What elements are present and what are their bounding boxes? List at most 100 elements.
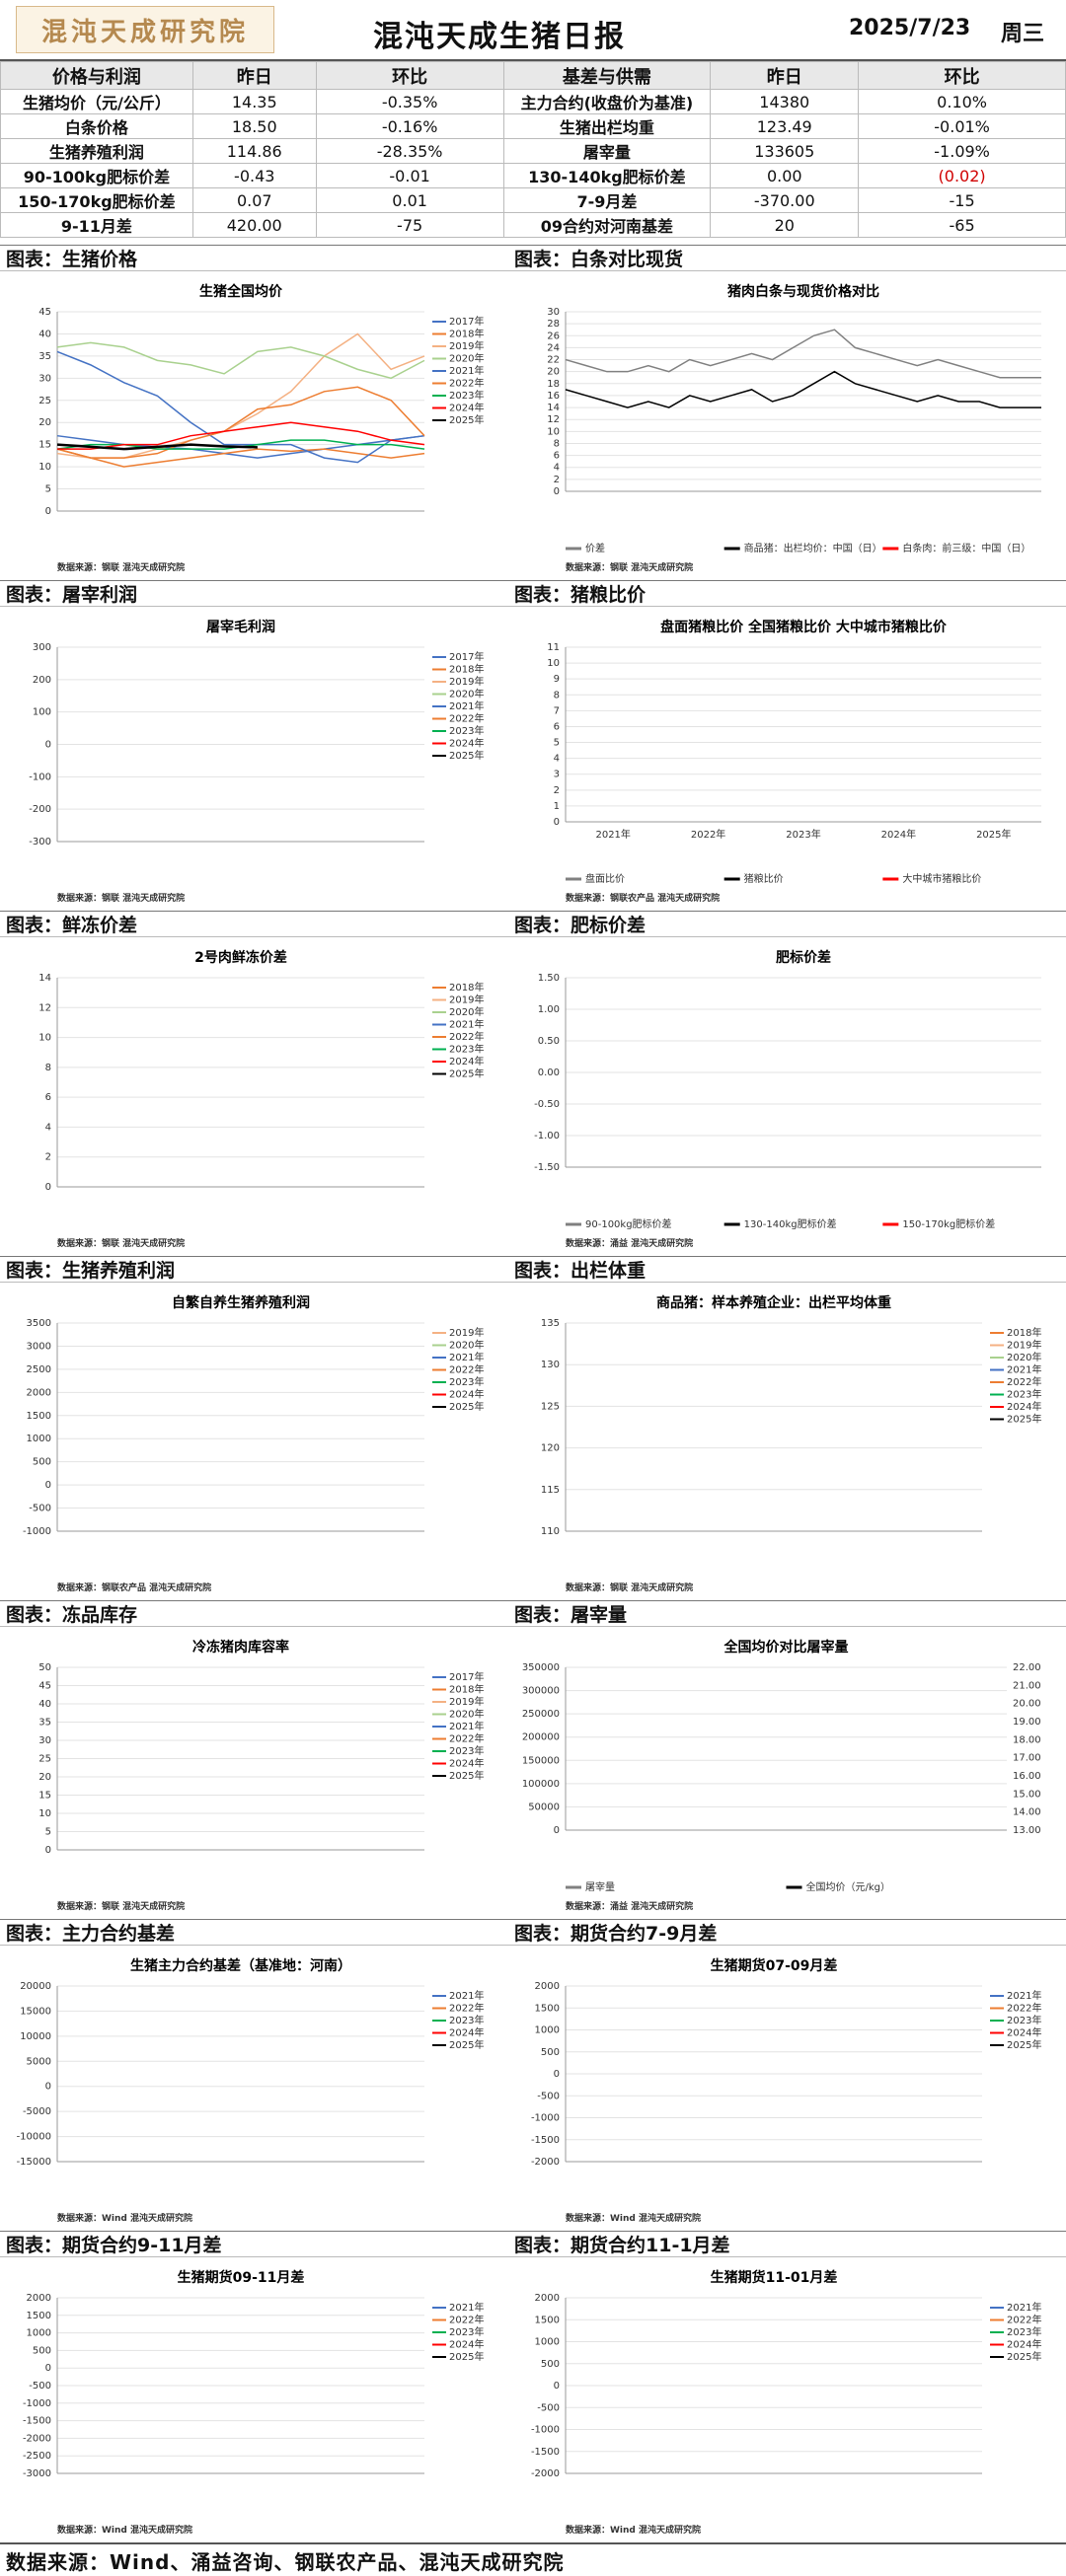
legend-label: 2021年: [449, 2301, 484, 2314]
chart-title: 生猪期货07-09月差: [711, 1957, 838, 1974]
y-tick-label: 0: [45, 2082, 51, 2093]
legend-label: 2024年: [449, 402, 484, 414]
y-tick-label: 3500: [27, 1318, 51, 1329]
legend-label: 2023年: [449, 1744, 484, 1757]
legend-label: 2022年: [449, 2314, 484, 2326]
legend-label: 2024年: [1007, 2338, 1041, 2351]
y-tick-label: -500: [29, 2381, 51, 2392]
legend-label: 2020年: [449, 1339, 484, 1352]
y-tick-label: 2000: [535, 2293, 560, 2304]
table-row: 白条价格 18.50 -0.16% 生猪出栏均重 123.49 -0.01%: [0, 113, 1066, 139]
chart-source: 数据来源：涌益 混沌天成研究院: [566, 1900, 693, 1912]
y-tick-label: 5: [45, 484, 51, 495]
x-tick-label: 2025年: [976, 828, 1011, 841]
y-tick-label: 0: [554, 1825, 560, 1836]
chart-source: 数据来源：涌益 混沌天成研究院: [566, 1237, 693, 1249]
section-title: 图表：期货合约7-9月差: [508, 1919, 1066, 1946]
chart-slaughter-volume: 全国均价对比屠宰量 0 50000 100000 150000 200000 250000 3…: [508, 1628, 1066, 1919]
legend-label: 2023年: [449, 2014, 484, 2026]
legend-label: 价差: [585, 542, 605, 554]
y-tick-label: 2000: [535, 1981, 560, 1992]
y-tick-label: 28: [547, 319, 560, 330]
y-tick-label: 20: [38, 417, 51, 428]
legend-label: 2025年: [449, 1769, 484, 1782]
legend-label: 2023年: [449, 1375, 484, 1388]
chart-svg: 冷冻猪肉库容率 0 5 10 15 20 25 30 35 40 45 50 2017年2018年201…: [38, 1639, 484, 1912]
y-tick-label: 5: [554, 738, 560, 749]
row-label: 生猪养殖利润: [0, 138, 193, 164]
chart-fat-standard-spread: 肥标价差 -1.50 -1.00 -0.50 0.00 0.50 1.00 1.50 90-10…: [508, 938, 1066, 1256]
y-tick-label: 100000: [522, 1779, 560, 1790]
legend-label: 2019年: [449, 1695, 484, 1708]
chart-title: 自繁自养生猪养殖利润: [172, 1294, 310, 1311]
y-tick-label: 35: [38, 351, 51, 362]
legend-label: 2023年: [1007, 2014, 1041, 2026]
y-tick-label: 11: [547, 642, 560, 653]
chart-frozen-inventory: 冷冻猪肉库容率 0 5 10 15 20 25 30 35 40 45 50 2017年 2018年 201…: [0, 1628, 508, 1919]
y-tick-label: -1000: [531, 2425, 560, 2436]
y-tick-label: 500: [541, 2359, 560, 2370]
table-row: 90-100kg肥标价差 -0.43 -0.01 130-140kg肥标价差 0…: [0, 163, 1066, 188]
chart-source: 数据来源：钢联农产品 混沌天成研究院: [57, 1582, 211, 1593]
chart-svg: 肥标价差 -1.50 -1.00 -0.50 0.00 0.50 1.00 1.50 90-10…: [534, 949, 1041, 1249]
chart-hog-grain-ratio: 盘面猪粮比价 全国猪粮比价 大中城市猪粮比价 0 1 2 3 4 5 6 7 8 9 10 11 2021…: [508, 608, 1066, 911]
chart-svg: 生猪主力合约基差（基准地：河南） -15000 -10000 -5000 0 5000 10…: [17, 1957, 485, 2224]
y-tick-label: -500: [29, 1504, 51, 1514]
header-cell: 环比: [315, 61, 504, 90]
y-tick-label: 9: [554, 674, 560, 685]
table-row: 生猪养殖利润 114.86 -28.35% 屠宰量 133605 -1.09%: [0, 138, 1066, 164]
row-label: 7-9月差: [502, 187, 712, 213]
chart-hog-price: 生猪全国均价 0 5 10 15 20 25 30 35 40 45 2017年 2018年 2019年 2…: [0, 272, 508, 580]
y-tick-label: 120: [541, 1443, 560, 1454]
legend-label: 2025年: [449, 2038, 484, 2051]
y-tick-label: 15: [38, 440, 51, 451]
legend-label: 2018年: [449, 1683, 484, 1696]
legend-label: 2023年: [449, 1043, 484, 1056]
row-label: 生猪均价（元/公斤）: [0, 89, 193, 114]
chart-svg: 生猪期货11-01月差 -2000 -1500 -1000 -500 0 500 1000 15…: [531, 2269, 1042, 2536]
legend-label: 2020年: [449, 688, 484, 700]
chart-source: 数据来源：钢联 混沌天成研究院: [57, 1237, 185, 1249]
cell-value: 18.50: [191, 113, 317, 139]
table-header-row: 价格与利润 昨日 环比 基差与供需 昨日 环比: [0, 61, 1066, 90]
section-title: 图表：屠宰量: [508, 1600, 1066, 1627]
chart-farming-profit: 自繁自养生猪养殖利润 -1000 -500 0 500 1000 1500 2000 2500 3…: [0, 1284, 508, 1600]
chart-main-basis: 生猪主力合约基差（基准地：河南） -15000 -10000 -5000 0 5000 10…: [0, 1947, 508, 2231]
y-tick-label: 50: [38, 1662, 51, 1673]
y-tick-label: 10: [38, 1033, 51, 1044]
y-tick-label: 1.50: [538, 973, 560, 984]
y-tick-label: 20: [38, 1772, 51, 1783]
legend-label: 2025年: [449, 413, 484, 426]
row-label: 主力合约(收盘价为基准): [502, 89, 712, 114]
y-tick-label: 1500: [535, 2003, 560, 2014]
y-tick-label: 0: [45, 1480, 51, 1491]
cell-change: -0.01%: [858, 113, 1066, 139]
legend-label: 全国均价（元/kg）: [806, 1880, 891, 1893]
series-line-0: [565, 329, 1041, 379]
legend-label: 2021年: [449, 1018, 484, 1031]
section-title: 图表：猪粮比价: [508, 580, 1066, 607]
y-tick-label: 10: [547, 426, 560, 437]
chart-source: 数据来源：钢联 混沌天成研究院: [57, 561, 185, 573]
legend-label: 2024年: [449, 737, 484, 750]
y-tick-label: 30: [38, 1735, 51, 1746]
y-tick-label: -500: [537, 2402, 560, 2413]
y-tick-label: 200000: [522, 1732, 560, 1743]
y-tick-label: 30: [547, 307, 560, 318]
legend-label: 2023年: [1007, 1388, 1041, 1401]
legend-label: 2022年: [449, 377, 484, 390]
y-tick-label: 8: [45, 1063, 51, 1073]
legend-label: 2017年: [449, 650, 484, 663]
x-tick-label: 2022年: [691, 828, 725, 841]
y-tick-label: -1000: [531, 2113, 560, 2124]
y-tick-label: 20000: [20, 1981, 51, 1992]
y-tick-label: 0: [45, 1182, 51, 1193]
y-tick-label: 10: [38, 1808, 51, 1819]
y-tick-label: -1000: [23, 2398, 51, 2409]
cell-change: 0.01: [315, 187, 504, 213]
y2-tick-label: 20.00: [1013, 1699, 1041, 1710]
y-tick-label: 500: [541, 2047, 560, 2058]
y-tick-label: 150000: [522, 1755, 560, 1766]
chart-title: 2号肉鲜冻价差: [194, 949, 287, 966]
legend-label: 2024年: [449, 1388, 484, 1401]
